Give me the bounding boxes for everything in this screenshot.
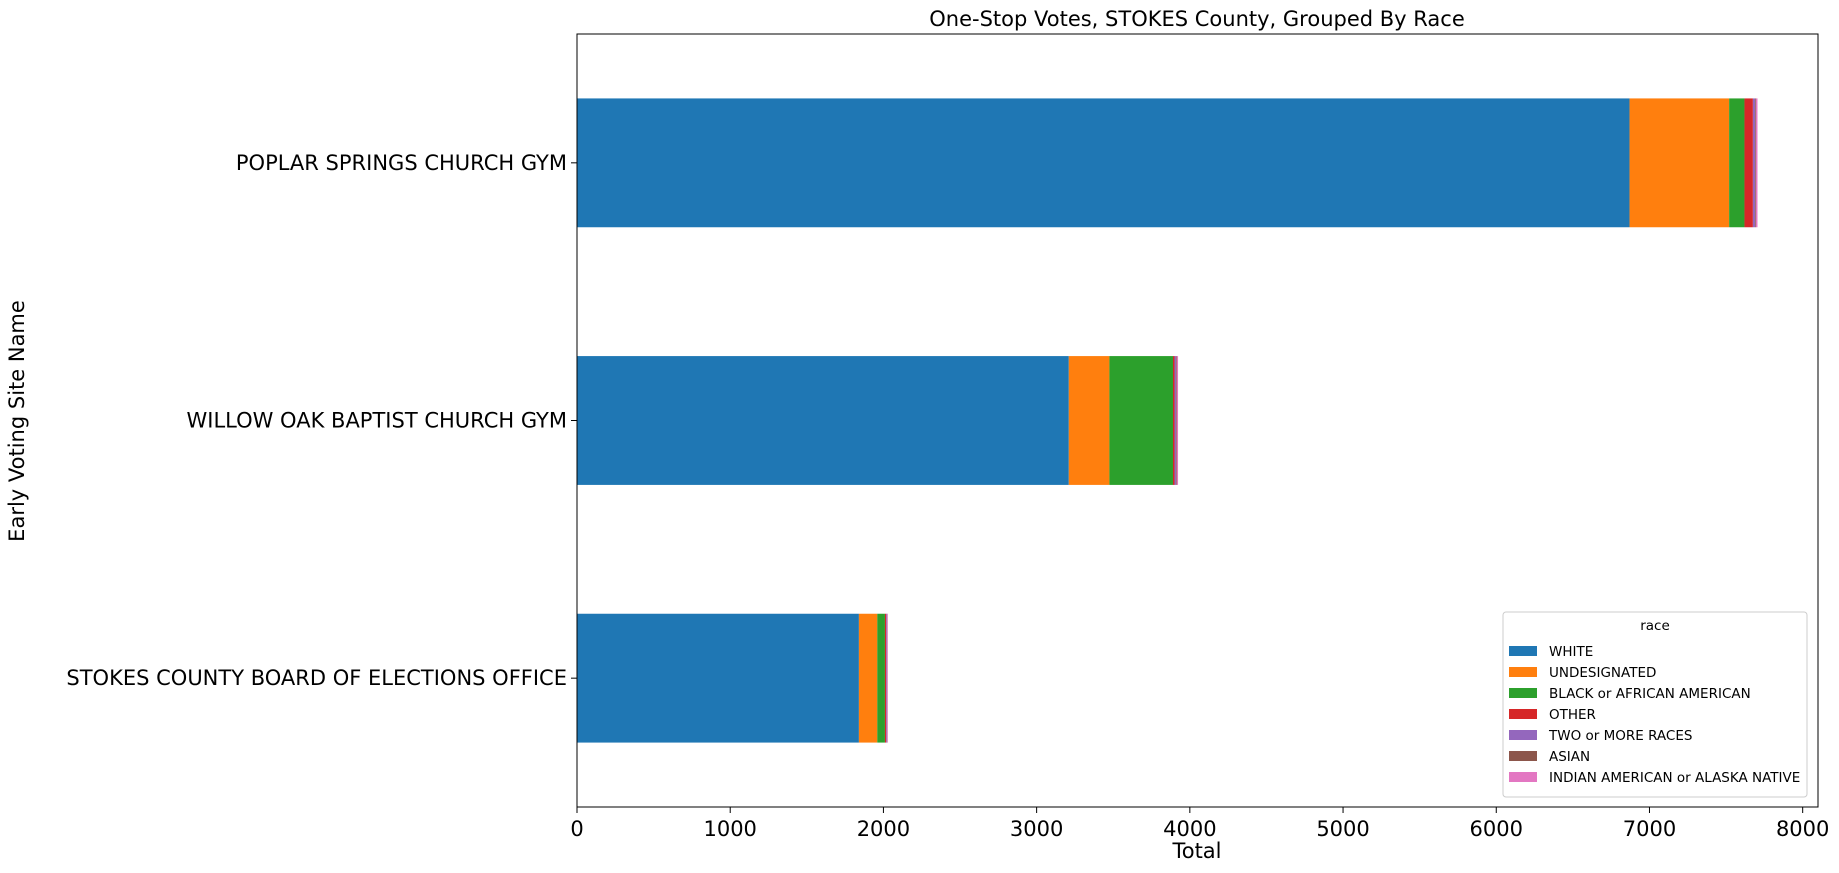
bar-willow-oak-baptist-church-gym-white xyxy=(577,356,1069,485)
bar-stokes-county-board-of-elections-office-white xyxy=(577,614,859,743)
legend-label-asian: ASIAN xyxy=(1549,749,1590,765)
x-tick-label-8000: 8000 xyxy=(1776,817,1829,841)
y-tick-label-stokes-county-board-of-elections-office: STOKES COUNTY BOARD OF ELECTIONS OFFICE xyxy=(66,666,567,690)
bar-willow-oak-baptist-church-gym-black-or-african-american xyxy=(1109,356,1173,485)
legend-swatch-asian xyxy=(1509,751,1537,761)
bar-stokes-county-board-of-elections-office-indian-american-or-alaska-native xyxy=(887,614,888,743)
bar-willow-oak-baptist-church-gym-indian-american-or-alaska-native xyxy=(1177,356,1178,485)
bar-poplar-springs-church-gym-undesignated xyxy=(1630,98,1730,227)
bar-poplar-springs-church-gym-white xyxy=(577,98,1630,227)
bar-poplar-springs-church-gym-asian xyxy=(1755,98,1756,227)
legend-title: race xyxy=(1640,618,1670,634)
legend-swatch-undesignated xyxy=(1509,667,1537,677)
legend-label-two-or-more-races: TWO or MORE RACES xyxy=(1548,728,1692,744)
bar-willow-oak-baptist-church-gym-asian xyxy=(1176,356,1177,485)
bar-stokes-county-board-of-elections-office-undesignated xyxy=(859,614,877,743)
legend-swatch-white xyxy=(1509,646,1537,656)
bar-poplar-springs-church-gym-black-or-african-american xyxy=(1729,98,1744,227)
bar-stokes-county-board-of-elections-office-black-or-african-american xyxy=(877,614,885,743)
legend-label-undesignated: UNDESIGNATED xyxy=(1549,665,1656,681)
legend-label-white: WHITE xyxy=(1549,644,1593,660)
legend-label-indian-american-or-alaska-native: INDIAN AMERICAN or ALASKA NATIVE xyxy=(1549,770,1800,786)
legend-swatch-indian-american-or-alaska-native xyxy=(1509,772,1537,782)
legend-label-black-or-african-american: BLACK or AFRICAN AMERICAN xyxy=(1549,686,1751,702)
bar-poplar-springs-church-gym-other xyxy=(1744,98,1752,227)
x-tick-label-3000: 3000 xyxy=(1010,817,1063,841)
x-tick-label-1000: 1000 xyxy=(703,817,756,841)
x-tick-label-6000: 6000 xyxy=(1470,817,1523,841)
y-axis-label: Early Voting Site Name xyxy=(5,300,29,542)
y-tick-label-poplar-springs-church-gym: POPLAR SPRINGS CHURCH GYM xyxy=(236,151,567,175)
x-tick-label-0: 0 xyxy=(570,817,583,841)
legend-swatch-black-or-african-american xyxy=(1509,688,1537,698)
bar-stokes-county-board-of-elections-office-two-or-more-races xyxy=(886,614,887,743)
legend-swatch-two-or-more-races xyxy=(1509,730,1537,740)
bar-poplar-springs-church-gym-indian-american-or-alaska-native xyxy=(1756,98,1758,227)
x-tick-label-4000: 4000 xyxy=(1163,817,1216,841)
legend-label-other: OTHER xyxy=(1549,707,1596,723)
legend: race WHITE UNDESIGNATED BLACK or AFRICAN AM… xyxy=(1503,612,1807,797)
x-tick-label-2000: 2000 xyxy=(857,817,910,841)
bar-willow-oak-baptist-church-gym-two-or-more-races xyxy=(1175,356,1177,485)
bar-willow-oak-baptist-church-gym-undesignated xyxy=(1069,356,1110,485)
x-tick-label-7000: 7000 xyxy=(1623,817,1676,841)
bar-stokes-county-board-of-elections-office-other xyxy=(885,614,886,743)
x-tick-label-5000: 5000 xyxy=(1316,817,1369,841)
chart-title: One-Stop Votes, STOKES County, Grouped B… xyxy=(929,7,1465,31)
bar-poplar-springs-church-gym-two-or-more-races xyxy=(1753,98,1755,227)
x-axis-label: Total xyxy=(1171,839,1221,863)
y-tick-label-willow-oak-baptist-church-gym: WILLOW OAK BAPTIST CHURCH GYM xyxy=(186,409,567,433)
legend-swatch-other xyxy=(1509,709,1537,719)
bar-willow-oak-baptist-church-gym-other xyxy=(1173,356,1175,485)
